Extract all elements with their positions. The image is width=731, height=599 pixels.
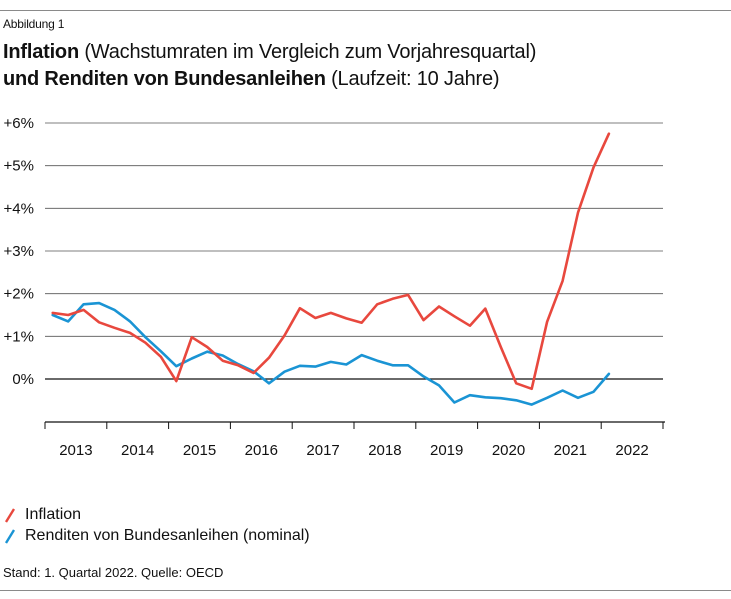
x-tick-label-2022: 2022: [615, 442, 648, 459]
inflation-swatch-icon: [4, 507, 16, 523]
y-tick-label: +3%: [4, 243, 34, 260]
y-tick-label: +2%: [4, 286, 34, 303]
y-tick-label: +1%: [4, 328, 34, 345]
y-tick-label: +6%: [4, 115, 34, 132]
source-note: Stand: 1. Quartal 2022. Quelle: OECD: [3, 565, 224, 580]
title-line-2: und Renditen von Bundesanleihen (Laufzei…: [3, 66, 536, 93]
y-tick-label: 0%: [12, 371, 34, 388]
title-line-1: Inflation (Wachstumraten im Vergleich zu…: [3, 39, 536, 66]
x-tick-label-2014: 2014: [121, 442, 154, 459]
legend-item-bond-yields: Renditen von Bundesanleihen (nominal): [4, 527, 310, 545]
legend-item-inflation: Inflation: [4, 506, 81, 524]
legend-label-inflation: Inflation: [25, 506, 82, 523]
x-tick-label-2016: 2016: [245, 442, 278, 459]
axis-layer: 0% +1% +2% +3% +4% +5% +6% 2013 2014 2015 2016 2017…: [4, 115, 665, 459]
x-tick-label-2019: 2019: [430, 442, 463, 459]
x-tick-label-2013: 2013: [59, 442, 92, 459]
x-tick-label-2015: 2015: [183, 442, 216, 459]
top-rule: [0, 10, 731, 11]
title-line-1-bold: Inflation: [3, 41, 79, 63]
chart-title: Inflation (Wachstumraten im Vergleich zu…: [3, 39, 536, 93]
grid-layer: [45, 122, 663, 337]
y-tick-label: +4%: [4, 200, 34, 217]
series-layer: [51, 132, 611, 406]
legend-label-bond-yields: Renditen von Bundesanleihen (nominal): [25, 527, 310, 544]
x-tick-label-2020: 2020: [492, 442, 525, 459]
bottom-rule: [0, 590, 731, 591]
title-line-2-rest: (Laufzeit: 10 Jahre): [325, 68, 500, 90]
x-tick-label-2021: 2021: [554, 442, 587, 459]
bond-yields-series-line: [51, 301, 611, 406]
inflation-series-line: [51, 132, 611, 391]
x-tick-label-2018: 2018: [368, 442, 401, 459]
y-tick-label: +5%: [4, 158, 34, 175]
x-tick-label-2017: 2017: [306, 442, 339, 459]
bond-yields-swatch-icon: [4, 528, 16, 544]
title-line-1-rest: (Wachstumraten im Vergleich zum Vorjahre…: [78, 41, 537, 63]
figure-label: Abbildung 1: [3, 17, 65, 31]
title-line-2-bold: und Renditen von Bundesanleihen: [3, 68, 326, 90]
